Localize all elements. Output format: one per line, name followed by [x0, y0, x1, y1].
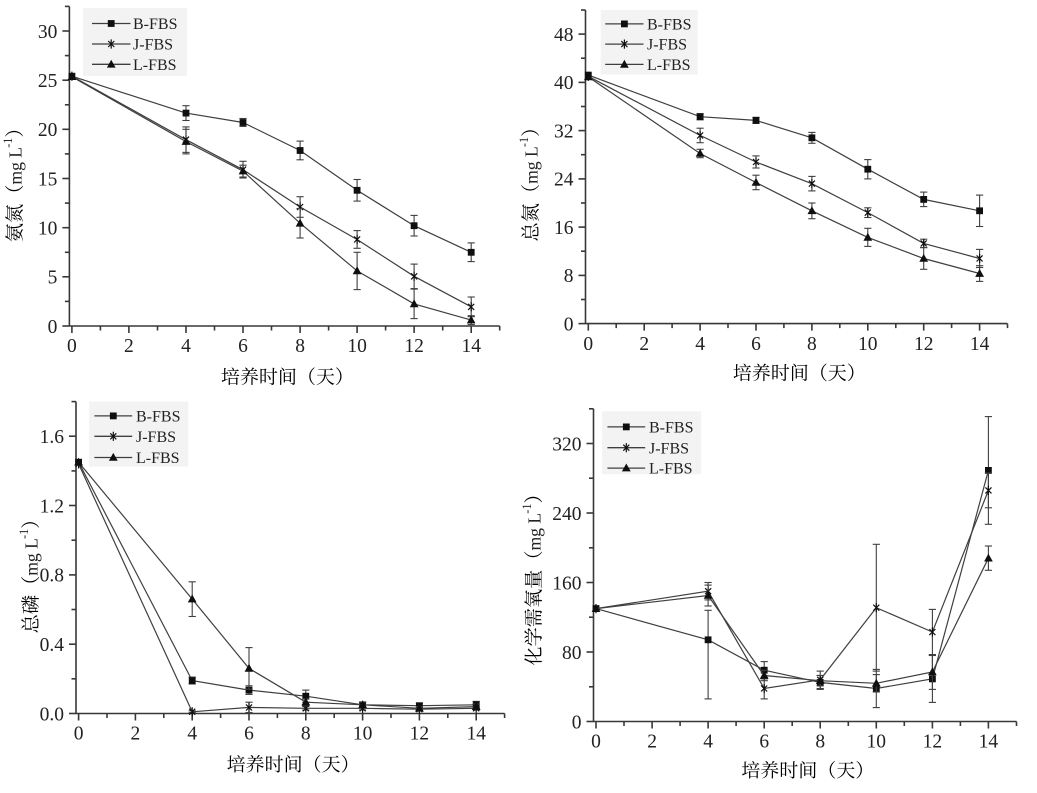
- svg-text:mg L: mg L: [21, 538, 41, 576]
- svg-text:-1: -1: [17, 529, 31, 539]
- svg-text:30: 30: [38, 22, 58, 43]
- svg-text:14: 14: [466, 724, 486, 745]
- svg-text:1.6: 1.6: [40, 427, 65, 448]
- svg-text:L-FBS: L-FBS: [649, 461, 693, 478]
- svg-text:4: 4: [695, 334, 705, 355]
- svg-text:24: 24: [554, 170, 574, 191]
- svg-text:14: 14: [970, 334, 990, 355]
- svg-text:10: 10: [353, 724, 373, 745]
- svg-text:8: 8: [295, 336, 305, 357]
- svg-text:15: 15: [38, 169, 58, 190]
- svg-text:mg L: mg L: [521, 146, 541, 184]
- svg-text:160: 160: [552, 573, 581, 594]
- svg-text:8: 8: [301, 724, 311, 745]
- svg-text:1.2: 1.2: [40, 496, 64, 517]
- svg-text:B-FBS: B-FBS: [133, 16, 177, 33]
- svg-text:L-FBS: L-FBS: [647, 57, 691, 74]
- svg-text:L-FBS: L-FBS: [136, 450, 180, 467]
- svg-text:32: 32: [554, 121, 574, 142]
- svg-text:4: 4: [181, 336, 191, 357]
- svg-text:0: 0: [583, 334, 593, 355]
- svg-text:12: 12: [923, 732, 943, 753]
- svg-text:-1: -1: [520, 503, 534, 513]
- svg-text:J-FBS: J-FBS: [649, 440, 689, 457]
- svg-text:6: 6: [759, 732, 769, 753]
- svg-text:-1: -1: [1, 138, 15, 148]
- svg-text:48: 48: [554, 25, 574, 46]
- svg-text:12: 12: [410, 724, 430, 745]
- svg-text:2: 2: [647, 732, 657, 753]
- svg-text:2: 2: [131, 724, 141, 745]
- svg-text:J-FBS: J-FBS: [133, 37, 173, 54]
- svg-text:J-FBS: J-FBS: [647, 37, 687, 54]
- svg-text:16: 16: [554, 218, 574, 239]
- svg-text:0: 0: [48, 317, 58, 338]
- svg-text:4: 4: [703, 732, 713, 753]
- svg-text:8: 8: [807, 334, 817, 355]
- svg-text:10: 10: [867, 732, 887, 753]
- svg-text:6: 6: [238, 336, 248, 357]
- svg-text:320: 320: [552, 434, 581, 455]
- svg-text:40: 40: [554, 73, 574, 94]
- svg-text:12: 12: [404, 336, 424, 357]
- svg-text:mg L: mg L: [524, 513, 544, 551]
- svg-text:0: 0: [74, 724, 84, 745]
- svg-text:B-FBS: B-FBS: [649, 420, 693, 437]
- svg-text:J-FBS: J-FBS: [136, 429, 176, 446]
- svg-text:mg L: mg L: [5, 147, 25, 185]
- svg-text:-1: -1: [517, 137, 531, 147]
- svg-text:10: 10: [347, 336, 367, 357]
- svg-text:0: 0: [591, 732, 601, 753]
- svg-text:0: 0: [572, 712, 582, 733]
- svg-text:B-FBS: B-FBS: [647, 17, 691, 34]
- svg-text:0: 0: [67, 336, 77, 357]
- svg-text:2: 2: [124, 336, 134, 357]
- svg-text:14: 14: [979, 732, 999, 753]
- svg-text:5: 5: [48, 268, 58, 289]
- svg-text:25: 25: [38, 71, 58, 92]
- svg-text:10: 10: [38, 219, 58, 240]
- svg-text:B-FBS: B-FBS: [136, 409, 180, 426]
- svg-text:20: 20: [38, 120, 58, 141]
- svg-text:4: 4: [187, 724, 197, 745]
- svg-text:8: 8: [564, 266, 574, 287]
- svg-text:6: 6: [244, 724, 254, 745]
- svg-text:240: 240: [552, 504, 581, 525]
- svg-text:6: 6: [751, 334, 761, 355]
- svg-text:12: 12: [914, 334, 934, 355]
- svg-text:10: 10: [858, 334, 878, 355]
- svg-text:80: 80: [562, 643, 582, 664]
- svg-text:14: 14: [461, 336, 481, 357]
- svg-text:2: 2: [639, 334, 649, 355]
- svg-text:0.4: 0.4: [40, 635, 65, 656]
- svg-text:8: 8: [815, 732, 825, 753]
- svg-text:0.0: 0.0: [40, 704, 64, 725]
- svg-text:L-FBS: L-FBS: [133, 57, 177, 74]
- svg-text:0.8: 0.8: [40, 566, 64, 587]
- svg-text:0: 0: [564, 314, 574, 335]
